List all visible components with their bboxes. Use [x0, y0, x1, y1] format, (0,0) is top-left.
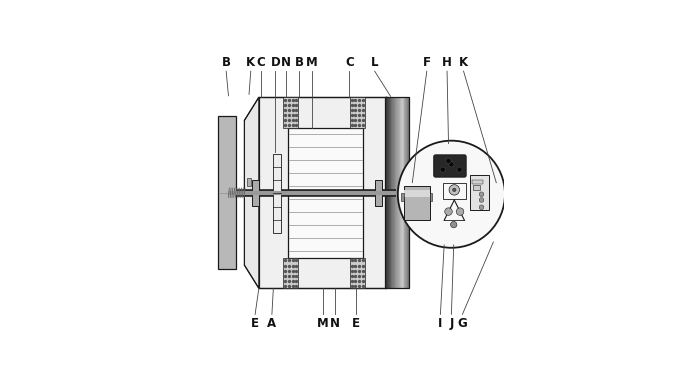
Text: J: J	[449, 317, 454, 329]
Bar	[399, 97, 400, 288]
Bar	[389, 97, 390, 288]
Text: M: M	[306, 56, 318, 69]
Bar	[442, 183, 466, 199]
Text: C: C	[345, 56, 354, 69]
Bar	[397, 97, 398, 288]
Text: B: B	[222, 56, 230, 69]
Bar	[259, 97, 386, 288]
Text: G: G	[458, 317, 468, 329]
Bar	[473, 185, 480, 190]
Text: K: K	[459, 56, 468, 69]
Circle shape	[457, 167, 462, 172]
Polygon shape	[244, 97, 259, 288]
Text: C: C	[256, 56, 265, 69]
Bar	[247, 178, 251, 185]
Bar	[392, 97, 393, 288]
Bar	[394, 97, 395, 288]
Polygon shape	[386, 97, 404, 288]
Bar	[407, 97, 408, 288]
FancyBboxPatch shape	[434, 155, 466, 177]
Circle shape	[444, 208, 452, 215]
Bar	[385, 97, 386, 288]
Text: I: I	[438, 317, 442, 329]
Text: D: D	[270, 56, 280, 69]
Bar	[401, 97, 402, 288]
Bar	[273, 154, 281, 233]
Text: L: L	[371, 56, 379, 69]
Bar	[395, 97, 397, 288]
Bar	[385, 97, 410, 288]
Bar	[288, 127, 363, 258]
Circle shape	[449, 162, 454, 167]
Text: E: E	[251, 317, 259, 329]
Circle shape	[480, 205, 484, 209]
Text: N: N	[330, 317, 340, 329]
Bar	[404, 97, 405, 288]
Bar	[472, 180, 483, 183]
Text: N: N	[281, 56, 290, 69]
Circle shape	[440, 167, 445, 172]
Circle shape	[480, 198, 484, 202]
Bar	[404, 190, 430, 197]
Text: A: A	[267, 317, 276, 329]
Bar	[400, 97, 402, 288]
Bar	[406, 97, 407, 288]
Bar	[391, 97, 393, 288]
Bar	[284, 258, 298, 288]
Bar	[218, 116, 236, 270]
Bar	[350, 97, 365, 127]
Bar	[408, 97, 409, 288]
Text: F: F	[423, 56, 430, 69]
Bar	[404, 185, 430, 220]
Bar	[387, 97, 388, 288]
Bar	[402, 97, 403, 288]
Bar	[386, 97, 388, 288]
Text: H: H	[442, 56, 452, 69]
Bar	[405, 97, 407, 288]
Circle shape	[446, 158, 451, 164]
Bar	[390, 97, 391, 288]
Text: M: M	[316, 317, 328, 329]
Bar	[430, 193, 432, 202]
Circle shape	[398, 141, 505, 248]
Circle shape	[456, 208, 464, 215]
Text: K: K	[246, 56, 256, 69]
Bar	[284, 97, 298, 127]
Bar	[403, 97, 404, 288]
Bar	[374, 180, 382, 206]
Bar	[388, 97, 389, 288]
Text: E: E	[352, 317, 360, 329]
Bar	[251, 180, 259, 206]
Bar	[391, 97, 392, 288]
Bar	[393, 97, 394, 288]
Circle shape	[480, 192, 484, 197]
Bar	[401, 193, 404, 202]
Bar	[470, 175, 489, 210]
Bar	[396, 97, 398, 288]
Circle shape	[451, 221, 457, 228]
Bar	[350, 258, 365, 288]
Circle shape	[453, 188, 456, 192]
Bar	[398, 97, 399, 288]
Circle shape	[449, 185, 459, 195]
Text: B: B	[295, 56, 304, 69]
